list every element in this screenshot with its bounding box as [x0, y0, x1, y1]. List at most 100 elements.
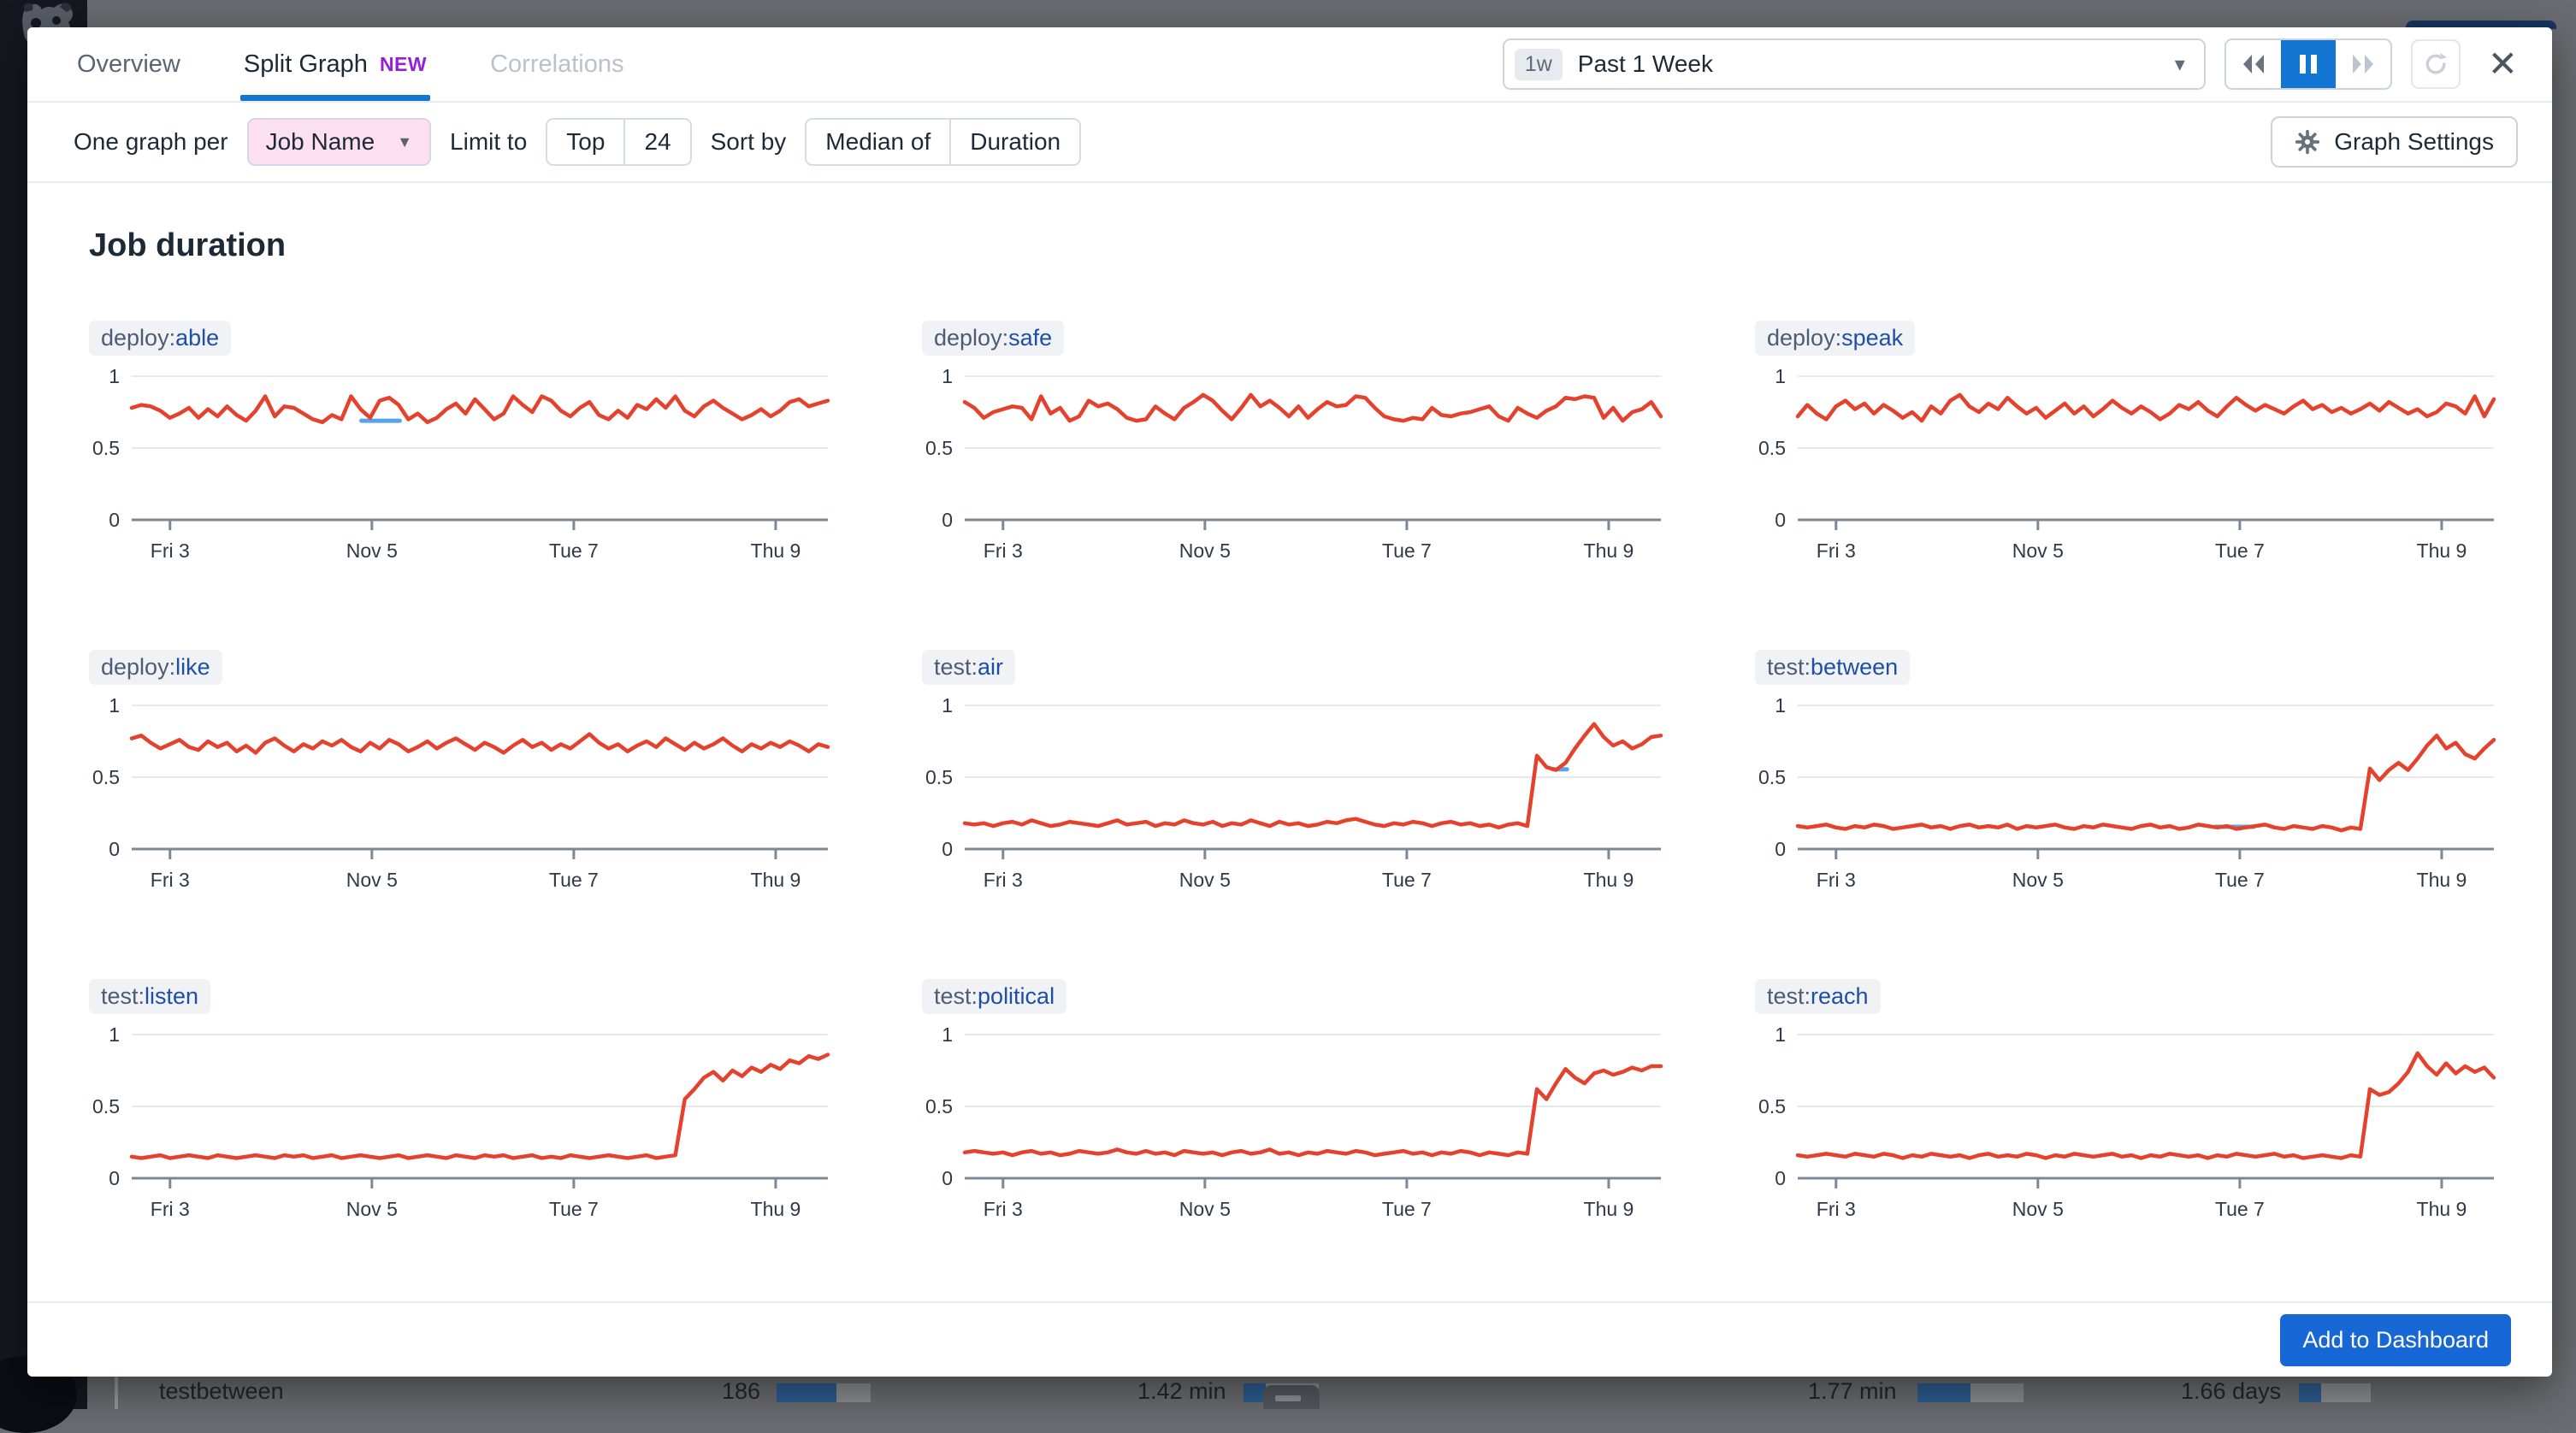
chart-grid: deploy:able 1 0.5 0 Fri 3 Nov 5 Tue 7 Thu 9 de… [89, 321, 2497, 1226]
svg-text:1: 1 [1775, 1023, 1786, 1046]
timeseries-chart[interactable]: 1 0.5 0 Fri 3 Nov 5 Tue 7 Thu 9 [89, 692, 836, 897]
time-shortcut-chip: 1w [1514, 48, 1563, 80]
tab-correlations[interactable]: Correlations [487, 27, 627, 101]
limit-segment: Top 24 [546, 118, 692, 166]
limit-count-button[interactable]: 24 [625, 118, 692, 166]
svg-text:0: 0 [109, 509, 120, 531]
timeseries-chart[interactable]: 1 0.5 0 Fri 3 Nov 5 Tue 7 Thu 9 [922, 363, 1669, 568]
tab-label: Overview [77, 50, 180, 78]
svg-text:Nov 5: Nov 5 [346, 540, 398, 562]
job-tag[interactable]: deploy:safe [922, 321, 1065, 356]
graph-controls-row: One graph per Job Name ▼ Limit to Top 24… [27, 103, 2552, 183]
svg-text:0: 0 [1775, 509, 1786, 531]
svg-text:1: 1 [1775, 694, 1786, 716]
svg-text:Fri 3: Fri 3 [984, 1198, 1023, 1220]
time-range-label: Past 1 Week [1577, 50, 1713, 77]
tag-key: test: [934, 983, 978, 1009]
svg-text:Tue 7: Tue 7 [549, 1198, 599, 1220]
add-to-dashboard-button[interactable]: Add to Dashboard [2280, 1313, 2511, 1366]
sort-by-label: Sort by [710, 128, 787, 155]
tab-overview[interactable]: Overview [74, 27, 184, 101]
svg-text:Nov 5: Nov 5 [346, 1198, 398, 1220]
background-button-peek [2406, 21, 2556, 29]
background-bar [2321, 1383, 2371, 1402]
job-tag[interactable]: test:air [922, 650, 1016, 685]
tab-split-graph[interactable]: Split Graph NEW [239, 27, 431, 101]
tag-value: reach [1811, 983, 1869, 1009]
background-bar [836, 1383, 871, 1402]
chevron-down-icon: ▾ [2174, 52, 2185, 76]
job-chart-cell: deploy:safe 1 0.5 0 Fri 3 Nov 5 Tue 7 Thu 9 [922, 321, 1669, 568]
svg-text:Thu 9: Thu 9 [751, 540, 801, 562]
tag-key: deploy: [101, 325, 176, 351]
svg-text:Thu 9: Thu 9 [1584, 869, 1634, 891]
svg-text:1: 1 [109, 365, 120, 387]
limit-to-label: Limit to [450, 128, 528, 155]
job-tag[interactable]: deploy:speak [1755, 321, 1916, 356]
svg-text:Fri 3: Fri 3 [151, 869, 190, 891]
timeseries-chart[interactable]: 1 0.5 0 Fri 3 Nov 5 Tue 7 Thu 9 [1755, 363, 2502, 568]
svg-text:0.5: 0.5 [92, 437, 120, 459]
pause-button[interactable] [2280, 40, 2336, 88]
svg-text:Fri 3: Fri 3 [151, 540, 190, 562]
svg-text:Nov 5: Nov 5 [2012, 869, 2064, 891]
background-list-icon [1263, 1385, 1320, 1409]
svg-text:Fri 3: Fri 3 [984, 540, 1023, 562]
timeseries-chart[interactable]: 1 0.5 0 Fri 3 Nov 5 Tue 7 Thu 9 [922, 692, 1669, 897]
modal-header: Overview Split Graph NEW Correlations 1w… [27, 27, 2552, 103]
refresh-icon [2425, 52, 2447, 74]
background-cell-age: 1.66 days [2181, 1378, 2282, 1404]
svg-text:0.5: 0.5 [1758, 766, 1786, 788]
timeseries-chart[interactable]: 1 0.5 0 Fri 3 Nov 5 Tue 7 Thu 9 [1755, 692, 2502, 897]
svg-text:Thu 9: Thu 9 [751, 1198, 801, 1220]
svg-text:0.5: 0.5 [92, 766, 120, 788]
timeseries-chart[interactable]: 1 0.5 0 Fri 3 Nov 5 Tue 7 Thu 9 [89, 1021, 836, 1226]
svg-text:0: 0 [1775, 838, 1786, 860]
svg-text:0.5: 0.5 [925, 1095, 953, 1118]
tag-value: able [175, 325, 220, 351]
job-chart-cell: test:political 1 0.5 0 Fri 3 Nov 5 Tue 7 Thu 9 [922, 979, 1669, 1226]
refresh-button[interactable] [2410, 39, 2461, 89]
svg-text:Tue 7: Tue 7 [2215, 869, 2265, 891]
split-by-select[interactable]: Job Name ▼ [246, 118, 432, 166]
svg-text:Thu 9: Thu 9 [1584, 1198, 1634, 1220]
rewind-button[interactable] [2225, 40, 2281, 88]
job-tag[interactable]: deploy:like [89, 650, 222, 685]
tag-value: political [978, 983, 1055, 1009]
timeseries-chart[interactable]: 1 0.5 0 Fri 3 Nov 5 Tue 7 Thu 9 [922, 1021, 1669, 1226]
svg-text:Tue 7: Tue 7 [1382, 869, 1432, 891]
svg-text:Nov 5: Nov 5 [2012, 540, 2064, 562]
fast-forward-icon [2352, 55, 2373, 74]
job-chart-cell: deploy:able 1 0.5 0 Fri 3 Nov 5 Tue 7 Thu 9 [89, 321, 836, 568]
sort-metric-button[interactable]: Duration [951, 118, 1082, 166]
graph-settings-button[interactable]: Graph Settings [2271, 116, 2518, 168]
svg-text:Thu 9: Thu 9 [2417, 1198, 2467, 1220]
svg-text:0: 0 [942, 838, 953, 860]
job-tag[interactable]: test:listen [89, 979, 211, 1014]
tag-key: test: [1767, 983, 1811, 1009]
job-tag[interactable]: test:reach [1755, 979, 1881, 1014]
svg-text:Tue 7: Tue 7 [1382, 1198, 1432, 1220]
close-icon[interactable]: ✕ [2487, 44, 2518, 84]
pause-icon [2299, 55, 2317, 74]
tab-bar: Overview Split Graph NEW Correlations [74, 27, 627, 101]
one-graph-per-label: One graph per [74, 128, 228, 155]
svg-text:0.5: 0.5 [925, 437, 953, 459]
job-tag[interactable]: test:political [922, 979, 1067, 1014]
timeseries-chart[interactable]: 1 0.5 0 Fri 3 Nov 5 Tue 7 Thu 9 [89, 363, 836, 568]
limit-top-button[interactable]: Top [546, 118, 626, 166]
timeseries-chart[interactable]: 1 0.5 0 Fri 3 Nov 5 Tue 7 Thu 9 [1755, 1021, 2502, 1226]
sort-aggregation-button[interactable]: Median of [805, 118, 952, 166]
tag-value: like [175, 654, 210, 680]
job-tag[interactable]: deploy:able [89, 321, 232, 356]
time-range-select[interactable]: 1w Past 1 Week ▾ [1502, 38, 2206, 90]
svg-text:0: 0 [942, 509, 953, 531]
background-cell-duration: 1.42 min [1137, 1378, 1226, 1404]
svg-text:1: 1 [109, 1023, 120, 1046]
job-tag[interactable]: test:between [1755, 650, 1911, 685]
job-chart-cell: deploy:speak 1 0.5 0 Fri 3 Nov 5 Tue 7 Thu 9 [1755, 321, 2502, 568]
svg-text:Nov 5: Nov 5 [1179, 869, 1231, 891]
fast-forward-button[interactable] [2335, 40, 2390, 88]
svg-text:1: 1 [942, 694, 953, 716]
svg-text:Nov 5: Nov 5 [346, 869, 398, 891]
